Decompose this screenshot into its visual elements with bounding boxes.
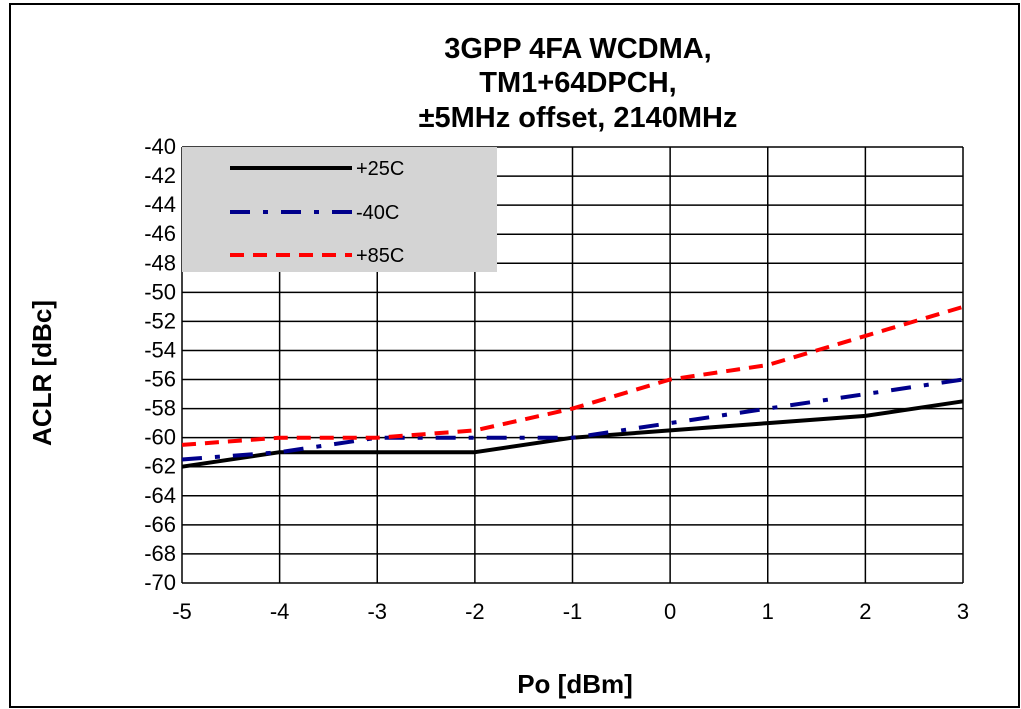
y-tick-label: -50 (144, 279, 176, 304)
y-tick-label: -44 (144, 192, 176, 217)
x-tick-label: 3 (957, 599, 969, 624)
y-axis-title: ACLR [dBc] (27, 300, 57, 446)
chart-title-line-1: 3GPP 4FA WCDMA, (444, 33, 712, 65)
chart-title-line-3: ±5MHz offset, 2140MHz (419, 102, 738, 134)
chart-title-line-2: TM1+64DPCH, (479, 67, 676, 99)
chart-frame (9, 3, 1020, 708)
x-axis-title: Po [dBm] (517, 669, 633, 699)
x-tick-label: -3 (367, 599, 387, 624)
y-tick-label: -56 (144, 367, 176, 392)
legend-label: +85C (356, 245, 404, 267)
y-tick-label: -54 (144, 337, 176, 362)
y-tick-label: -58 (144, 396, 176, 421)
y-tick-label: -52 (144, 308, 176, 333)
legend-label: -40C (356, 202, 399, 224)
legend-box (182, 147, 497, 272)
y-tick-label: -42 (144, 163, 176, 188)
y-tick-label: -66 (144, 512, 176, 537)
x-tick-label: 0 (664, 599, 676, 624)
y-tick-label: -40 (144, 134, 176, 159)
y-tick-label: -68 (144, 541, 176, 566)
y-tick-label: -48 (144, 250, 176, 275)
series-lines (181, 304, 964, 469)
x-tick-label: -5 (172, 599, 192, 624)
x-tick-label: -2 (465, 599, 485, 624)
legend-label: +25C (356, 158, 404, 180)
y-tick-label: -64 (144, 483, 176, 508)
y-tick-label: -62 (144, 454, 176, 479)
x-tick-label: -1 (563, 599, 583, 624)
series-line-40C (181, 377, 964, 462)
x-tick-label: 2 (859, 599, 871, 624)
x-tick-label: -4 (270, 599, 290, 624)
x-tick-label: 1 (762, 599, 774, 624)
legend: +25C -40C +85C (230, 158, 404, 267)
series-line-85C (181, 304, 964, 447)
y-tick-label: -46 (144, 221, 176, 246)
tick-labels: -40-42-44-46-48-50-52-54-56-58-60-62-64-… (144, 134, 969, 624)
y-tick-label: -70 (144, 570, 176, 595)
y-tick-label: -60 (144, 425, 176, 450)
